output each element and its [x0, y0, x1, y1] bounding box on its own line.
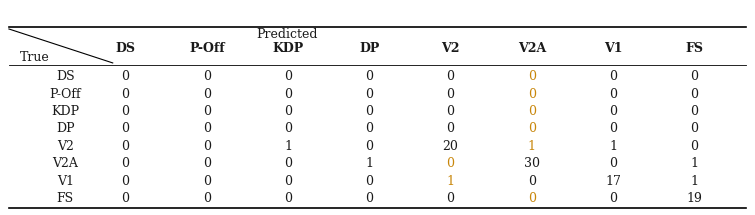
Text: DS: DS	[56, 70, 75, 83]
Text: 0: 0	[690, 122, 698, 135]
Text: V2A: V2A	[518, 41, 546, 55]
Text: 0: 0	[284, 70, 292, 83]
Text: 1: 1	[609, 140, 617, 153]
Text: 0: 0	[122, 175, 130, 188]
Text: P-Off: P-Off	[189, 41, 224, 55]
Text: 1: 1	[528, 140, 536, 153]
Text: V1: V1	[604, 41, 622, 55]
Text: 0: 0	[203, 105, 211, 118]
Text: 0: 0	[365, 70, 373, 83]
Text: True: True	[20, 51, 50, 64]
Text: 0: 0	[690, 70, 698, 83]
Text: DS: DS	[116, 41, 135, 55]
Text: 0: 0	[446, 122, 455, 135]
Text: 20: 20	[442, 140, 458, 153]
Text: 0: 0	[284, 122, 292, 135]
Text: 0: 0	[609, 192, 617, 205]
Text: 0: 0	[203, 140, 211, 153]
Text: V2: V2	[57, 140, 74, 153]
Text: 0: 0	[203, 122, 211, 135]
Text: V2A: V2A	[52, 157, 79, 170]
Text: 0: 0	[528, 175, 536, 188]
Text: 1: 1	[690, 175, 698, 188]
Text: 0: 0	[446, 105, 455, 118]
Text: 0: 0	[365, 122, 373, 135]
Text: V2: V2	[441, 41, 460, 55]
Text: 0: 0	[122, 70, 130, 83]
Text: 17: 17	[605, 175, 621, 188]
Text: 0: 0	[609, 88, 617, 101]
Text: 0: 0	[446, 157, 455, 170]
Text: 0: 0	[203, 192, 211, 205]
Text: DP: DP	[359, 41, 380, 55]
Text: 0: 0	[446, 70, 455, 83]
Text: 0: 0	[528, 122, 536, 135]
Text: 0: 0	[690, 88, 698, 101]
Text: 1: 1	[446, 175, 455, 188]
Text: 0: 0	[365, 140, 373, 153]
Text: 0: 0	[203, 70, 211, 83]
Text: 0: 0	[122, 88, 130, 101]
Text: Predicted: Predicted	[257, 28, 318, 41]
Text: 0: 0	[203, 157, 211, 170]
Text: 0: 0	[365, 175, 373, 188]
Text: 0: 0	[446, 88, 455, 101]
Text: KDP: KDP	[273, 41, 304, 55]
Text: 0: 0	[365, 192, 373, 205]
Text: 0: 0	[528, 70, 536, 83]
Text: 0: 0	[284, 88, 292, 101]
Text: 0: 0	[446, 192, 455, 205]
Text: FS: FS	[686, 41, 703, 55]
Text: P-Off: P-Off	[50, 88, 81, 101]
Text: 1: 1	[690, 157, 698, 170]
Text: 0: 0	[284, 175, 292, 188]
Text: 0: 0	[528, 105, 536, 118]
Text: 0: 0	[122, 105, 130, 118]
Text: 19: 19	[686, 192, 702, 205]
Text: 0: 0	[609, 70, 617, 83]
Text: KDP: KDP	[51, 105, 79, 118]
Text: 1: 1	[365, 157, 373, 170]
Text: 0: 0	[122, 122, 130, 135]
Text: 0: 0	[609, 157, 617, 170]
Text: FS: FS	[57, 192, 74, 205]
Text: 0: 0	[122, 140, 130, 153]
Text: 0: 0	[528, 192, 536, 205]
Text: 0: 0	[365, 105, 373, 118]
Text: 0: 0	[690, 140, 698, 153]
Text: 0: 0	[284, 105, 292, 118]
Text: 0: 0	[203, 88, 211, 101]
Text: V1: V1	[57, 175, 74, 188]
Text: 0: 0	[609, 105, 617, 118]
Text: 0: 0	[284, 157, 292, 170]
Text: 0: 0	[122, 157, 130, 170]
Text: 0: 0	[122, 192, 130, 205]
Text: 0: 0	[528, 88, 536, 101]
Text: 0: 0	[609, 122, 617, 135]
Text: 30: 30	[524, 157, 540, 170]
Text: 0: 0	[365, 88, 373, 101]
Text: 0: 0	[284, 192, 292, 205]
Text: DP: DP	[56, 122, 75, 135]
Text: 0: 0	[203, 175, 211, 188]
Text: 1: 1	[284, 140, 292, 153]
Text: 0: 0	[690, 105, 698, 118]
